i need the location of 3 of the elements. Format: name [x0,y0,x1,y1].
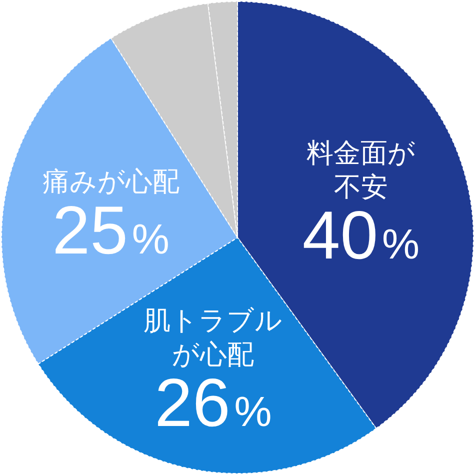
slice-label: 料金面が不安 [306,138,416,203]
slice-label: 痛みが心配 [42,166,180,198]
slice-label: 肌トラブルが心配 [144,305,283,370]
